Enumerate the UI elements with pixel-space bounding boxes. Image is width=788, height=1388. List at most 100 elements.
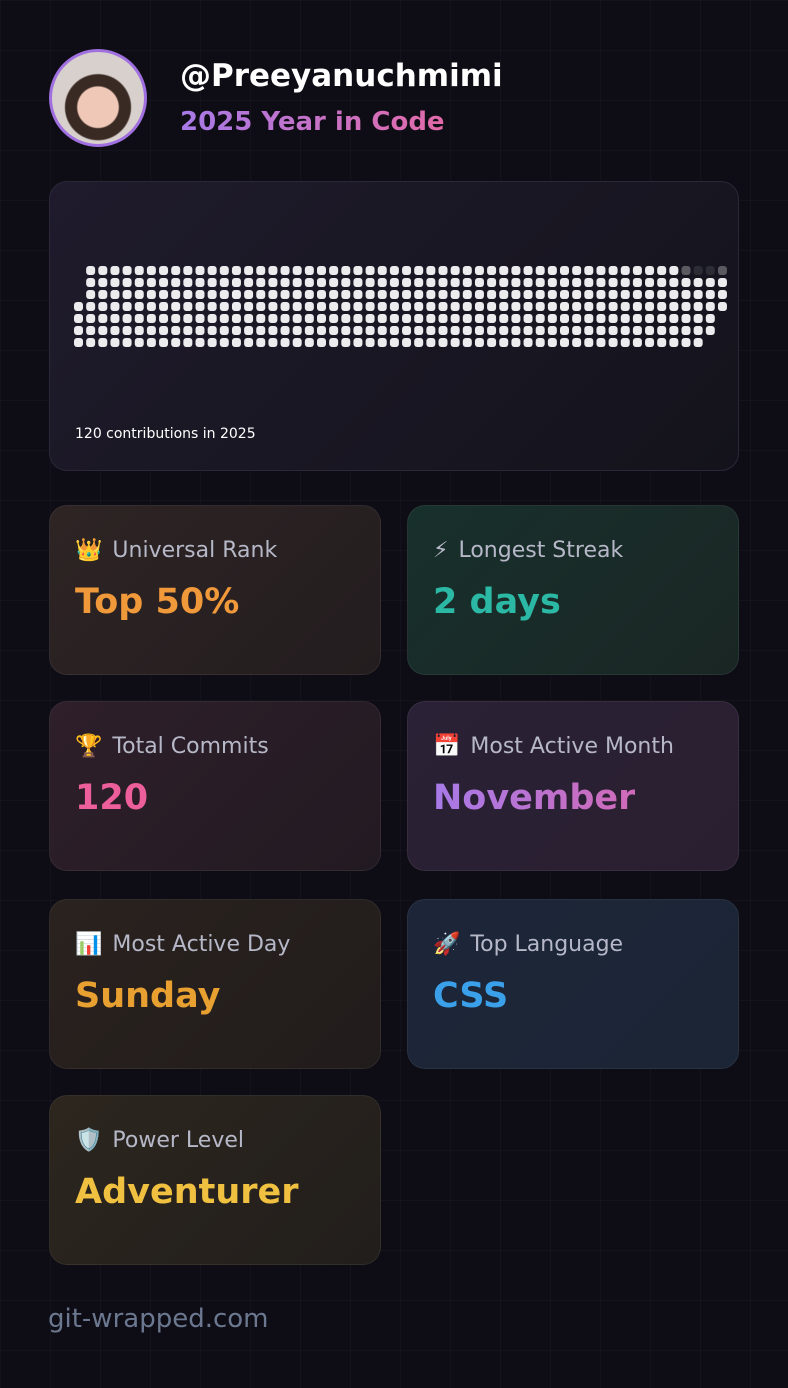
- contribution-dot: [317, 278, 326, 287]
- contribution-dot: [146, 302, 156, 311]
- contribution-dot: [365, 278, 375, 287]
- stat-card: 📅 Most Active Month November: [407, 701, 739, 871]
- contribution-dot: [377, 326, 387, 335]
- contribution-dot: [304, 326, 314, 335]
- contribution-dot: [560, 338, 569, 347]
- contribution-dot: [159, 290, 169, 299]
- contribution-dot: [450, 326, 460, 335]
- contribution-dot: [547, 266, 557, 275]
- contribution-dot: [438, 290, 448, 299]
- contribution-dot: [389, 338, 399, 347]
- contribution-dot: [304, 314, 314, 323]
- contribution-dot: [377, 302, 387, 311]
- contribution-dot: [608, 338, 618, 347]
- contribution-dot: [244, 266, 254, 275]
- contribution-dot: [329, 266, 339, 275]
- contribution-dot: [402, 302, 412, 311]
- stat-label: 🏆 Total Commits: [75, 734, 269, 759]
- contribution-dot: [365, 290, 375, 299]
- contribution-dot: [231, 266, 241, 275]
- contribution-dot: [159, 326, 169, 335]
- contribution-dot: [219, 314, 229, 323]
- contribution-dot: [74, 314, 83, 323]
- contribution-dot: [693, 266, 703, 275]
- contribution-dot: [681, 278, 691, 287]
- contribution-dot: [487, 302, 497, 311]
- contribution-dot: [572, 302, 582, 311]
- contribution-dot: [487, 314, 497, 323]
- contribution-dot: [86, 302, 96, 311]
- contribution-dot: [487, 338, 497, 347]
- contribution-dot: [365, 338, 375, 347]
- contribution-dot: [280, 302, 290, 311]
- contribution-dot: [110, 278, 120, 287]
- contribution-dot: [511, 338, 521, 347]
- contribution-dot: [584, 266, 594, 275]
- contribution-dot: [523, 326, 533, 335]
- contribution-dot: [645, 266, 655, 275]
- contribution-dot: [717, 266, 727, 275]
- contribution-dot: [705, 278, 715, 287]
- contribution-dot: [146, 326, 156, 335]
- contribution-dot: [584, 302, 594, 311]
- contribution-dot: [499, 290, 509, 299]
- contribution-dot: [438, 338, 448, 347]
- contribution-dot: [474, 266, 484, 275]
- subtitle: 2025 Year in Code: [180, 107, 445, 137]
- contribution-dot: [122, 290, 132, 299]
- contribution-dot: [231, 314, 241, 323]
- stat-label: ⚡ Longest Streak: [433, 538, 623, 563]
- stat-label: 📊 Most Active Day: [75, 932, 290, 957]
- contribution-dot: [693, 290, 703, 299]
- contribution-dot: [268, 278, 278, 287]
- contribution-dot: [620, 278, 630, 287]
- contribution-dot: [268, 302, 278, 311]
- contribution-dot: [608, 326, 618, 335]
- contribution-dot: [523, 338, 533, 347]
- stat-label-text: Total Commits: [112, 734, 269, 759]
- contribution-dot: [389, 290, 399, 299]
- contribution-dot: [171, 290, 181, 299]
- contribution-dot: [74, 302, 83, 311]
- contribution-dot: [98, 326, 108, 335]
- contribution-dot: [499, 314, 509, 323]
- contribution-dot: [426, 266, 436, 275]
- stat-card: 📊 Most Active Day Sunday: [49, 899, 381, 1069]
- stat-card: 🏆 Total Commits 120: [49, 701, 381, 871]
- contribution-dot: [693, 314, 703, 323]
- contribution-dot: [171, 266, 181, 275]
- contribution-dot: [450, 314, 460, 323]
- contribution-dot: [560, 290, 569, 299]
- contribution-dot: [632, 266, 642, 275]
- stat-card: ⚡ Longest Streak 2 days: [407, 505, 739, 675]
- contribution-dot: [268, 290, 278, 299]
- contribution-dot: [219, 290, 229, 299]
- contribution-dot: [462, 314, 472, 323]
- contribution-dot: [438, 314, 448, 323]
- contribution-dot: [560, 314, 569, 323]
- contribution-card: 120 contributions in 2025: [49, 181, 739, 471]
- contribution-dot: [329, 278, 339, 287]
- contribution-dot: [353, 314, 363, 323]
- contribution-dot: [705, 326, 715, 335]
- contribution-dot: [280, 266, 290, 275]
- contribution-dot: [159, 266, 169, 275]
- contribution-dot: [317, 314, 326, 323]
- contribution-dot: [304, 278, 314, 287]
- contribution-dot: [705, 266, 715, 275]
- contribution-dot: [268, 266, 278, 275]
- contribution-dot: [256, 302, 266, 311]
- contribution-dot: [219, 338, 229, 347]
- contribution-dot: [426, 338, 436, 347]
- stat-label-text: Universal Rank: [112, 538, 278, 563]
- contribution-dot: [535, 314, 545, 323]
- contribution-dot: [693, 278, 703, 287]
- contribution-dot: [572, 290, 582, 299]
- contribution-dot: [110, 338, 120, 347]
- contribution-dot: [657, 290, 667, 299]
- contribution-dot: [134, 278, 144, 287]
- contribution-dot: [560, 278, 569, 287]
- contribution-dot: [244, 314, 254, 323]
- contribution-dot: [365, 302, 375, 311]
